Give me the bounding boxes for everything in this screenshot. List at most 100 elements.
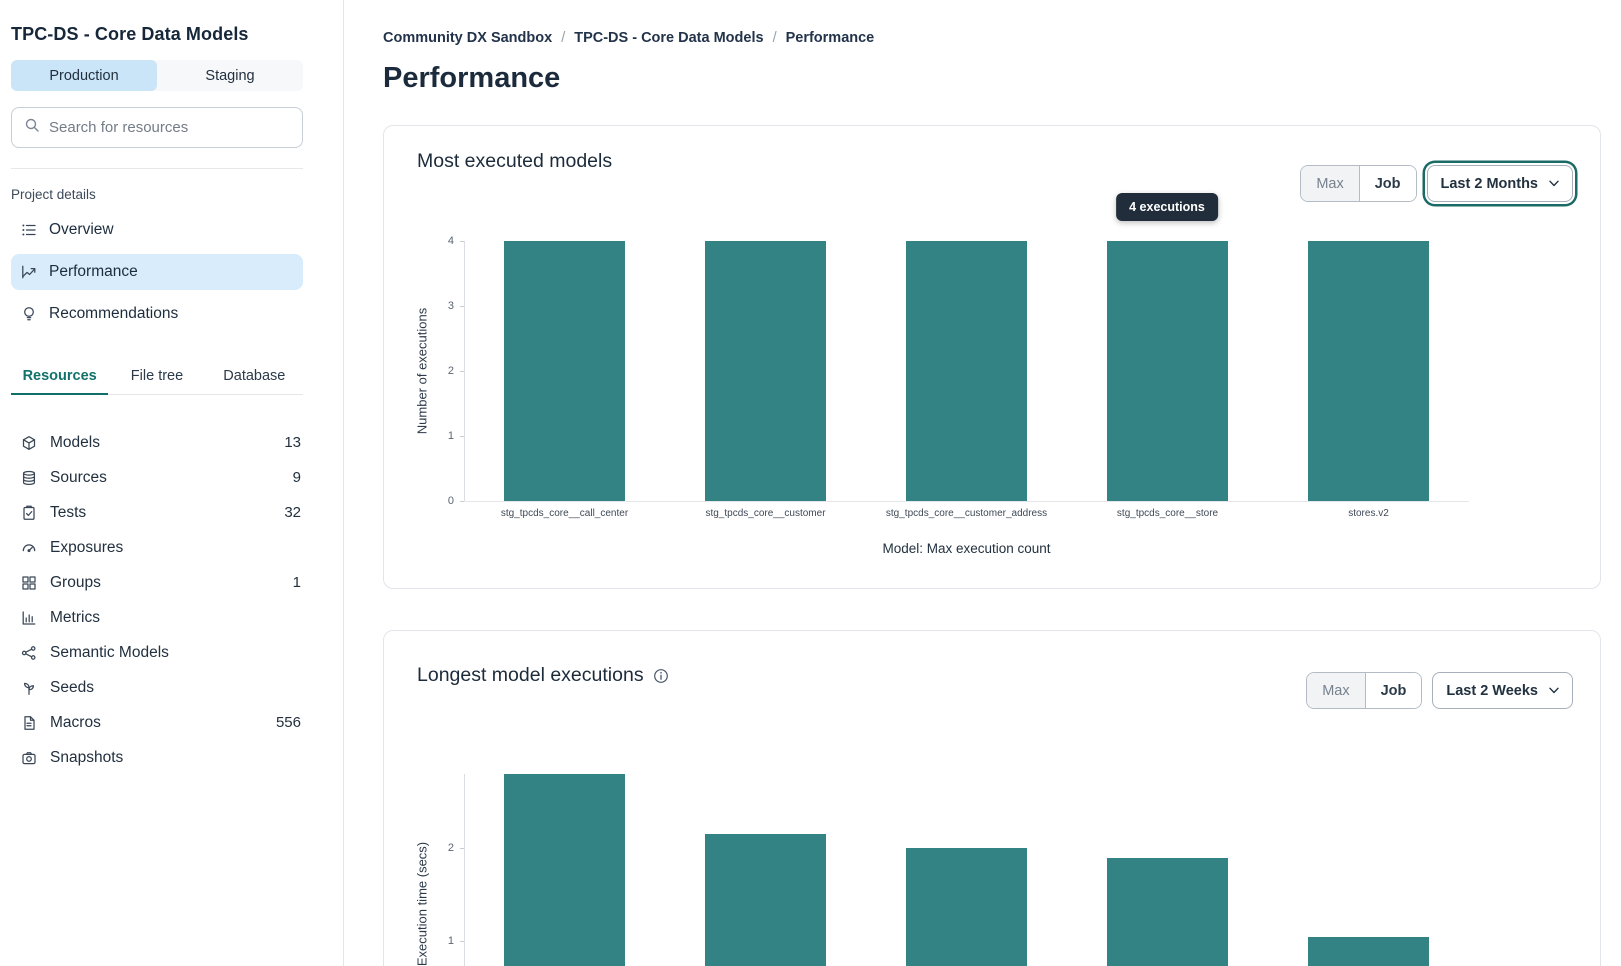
tab-database[interactable]: Database	[223, 368, 286, 384]
x-tick-label: stg_tpcds_core__call_center	[500, 508, 629, 519]
environment-tabs: Production Staging	[11, 60, 303, 91]
x-tick-label: stores.v2	[1348, 508, 1389, 519]
gauge-icon	[22, 543, 36, 552]
resource-list: Models 13 Sources 9 Tests 32 Exposures G…	[11, 425, 303, 775]
x-axis-title: Model: Max execution count	[882, 541, 1051, 556]
sidebar: TPC-DS - Core Data Models Production Sta…	[0, 0, 344, 966]
resource-label: Metrics	[50, 608, 100, 626]
tab-staging[interactable]: Staging	[205, 67, 255, 84]
sidebar-item-overview[interactable]: Overview	[11, 212, 303, 248]
lightbulb-icon	[24, 307, 34, 321]
y-tick-label: 3	[447, 300, 454, 312]
resource-label: Snapshots	[50, 748, 124, 766]
resource-row-metrics[interactable]: Metrics	[11, 600, 303, 635]
sidebar-item-performance[interactable]: Performance	[11, 254, 303, 290]
bar-series-3[interactable]	[1107, 857, 1228, 966]
resource-label: Exposures	[50, 538, 124, 556]
max-job-toggle: Max Job	[1306, 672, 1423, 709]
chart-controls: Max Job Last 2 Months	[1300, 165, 1573, 202]
tab-file-tree[interactable]: File tree	[130, 368, 184, 384]
sidebar-item-recommendations[interactable]: Recommendations	[11, 296, 303, 332]
chart-title: Longest model executions	[417, 664, 669, 687]
resource-label: Tests	[50, 503, 87, 521]
resource-count: 32	[284, 504, 301, 521]
time-range-select[interactable]: Last 2 Months	[1426, 165, 1573, 202]
resource-count: 556	[275, 714, 301, 731]
y-tick-mark	[460, 941, 464, 943]
sidebar-item-label: Performance	[49, 263, 138, 280]
resource-row-macros[interactable]: Macros 556	[11, 705, 303, 740]
max-toggle-button[interactable]: Max	[1307, 673, 1366, 708]
bar-series-1[interactable]	[705, 834, 826, 966]
database-icon	[22, 470, 36, 485]
resource-row-sources[interactable]: Sources 9	[11, 460, 303, 495]
y-tick-label: 2	[447, 365, 454, 377]
bar-stg_tpcds_core__store[interactable]	[1107, 241, 1228, 501]
y-tick-label: 1	[447, 935, 454, 948]
chevron-down-icon	[1549, 687, 1559, 694]
job-toggle-button[interactable]: Job	[1365, 673, 1422, 708]
x-tick-label: stg_tpcds_core__customer	[705, 508, 826, 519]
search-input[interactable]	[49, 119, 290, 136]
resource-row-semantic-models[interactable]: Semantic Models	[11, 635, 303, 670]
bar-stg_tpcds_core__customer_address[interactable]	[906, 241, 1027, 501]
breadcrumb-project[interactable]: TPC-DS - Core Data Models	[574, 30, 764, 46]
x-tick-label: stg_tpcds_core__customer_address	[885, 508, 1048, 519]
y-axis-title: Execution time (secs)	[414, 842, 430, 966]
performance-chart-icon	[22, 265, 36, 279]
clipboard-check-icon	[23, 505, 35, 520]
bar-stg_tpcds_core__call_center[interactable]	[504, 241, 625, 501]
resource-count: 9	[292, 469, 301, 486]
chart-controls: Max Job Last 2 Weeks	[1306, 672, 1573, 709]
resource-label: Sources	[50, 468, 107, 486]
bar-series-0[interactable]	[504, 774, 625, 966]
resource-row-models[interactable]: Models 13	[11, 425, 303, 460]
time-range-select[interactable]: Last 2 Weeks	[1432, 672, 1573, 709]
resource-row-groups[interactable]: Groups 1	[11, 565, 303, 600]
bar-chart-icon	[22, 610, 36, 625]
info-icon[interactable]	[653, 668, 669, 684]
page-title: Performance	[383, 62, 561, 94]
most-executed-models-chart: Number of executions 0 1 2 3 4 stg_tpcds_core_…	[384, 126, 1600, 588]
document-icon	[24, 715, 35, 730]
search-box[interactable]	[11, 107, 303, 148]
tab-resources[interactable]: Resources	[11, 362, 109, 395]
x-tick-label: stg_tpcds_core__store	[1116, 508, 1219, 519]
resource-row-seeds[interactable]: Seeds	[11, 670, 303, 705]
resource-row-snapshots[interactable]: Snapshots	[11, 740, 303, 775]
time-range-value: Last 2 Weeks	[1446, 682, 1538, 699]
resource-row-tests[interactable]: Tests 32	[11, 495, 303, 530]
max-toggle-button[interactable]: Max	[1301, 166, 1360, 201]
y-axis-line	[464, 241, 465, 501]
y-tick-mark	[460, 371, 464, 372]
bar-stores.v2[interactable]	[1308, 241, 1429, 501]
breadcrumb-account[interactable]: Community DX Sandbox	[383, 30, 553, 46]
tab-production[interactable]: Production	[11, 60, 157, 91]
semantic-graph-icon	[21, 645, 36, 660]
search-icon	[24, 117, 40, 138]
sidebar-divider	[11, 168, 303, 169]
main-content: Community DX Sandbox / TPC-DS - Core Dat…	[344, 0, 1621, 966]
resource-count: 1	[292, 574, 301, 591]
project-title: TPC-DS - Core Data Models	[11, 24, 249, 44]
most-executed-models-card: Most executed models Max Job Last 2 Mont…	[383, 125, 1601, 589]
resource-label: Groups	[50, 573, 101, 591]
chart-tooltip: 4 executions	[1116, 193, 1218, 221]
resource-count: 13	[284, 434, 301, 451]
bar-series-2[interactable]	[906, 848, 1027, 966]
grid-icon	[22, 575, 36, 590]
y-tick-mark	[460, 501, 464, 502]
y-tick-label: 0	[447, 495, 454, 507]
breadcrumb-separator: /	[561, 30, 566, 46]
chevron-down-icon	[1549, 180, 1559, 187]
y-tick-label: 4	[447, 235, 454, 247]
job-toggle-button[interactable]: Job	[1359, 166, 1416, 201]
resource-row-exposures[interactable]: Exposures	[11, 530, 303, 565]
bar-series-4[interactable]	[1308, 936, 1429, 966]
time-range-value: Last 2 Months	[1440, 175, 1538, 192]
chart-title: Most executed models	[417, 150, 613, 172]
breadcrumb-separator: /	[772, 30, 777, 46]
bar-stg_tpcds_core__customer[interactable]	[705, 241, 826, 501]
camera-icon	[22, 751, 36, 764]
project-nav: Overview Performance Recommendations	[11, 212, 303, 332]
